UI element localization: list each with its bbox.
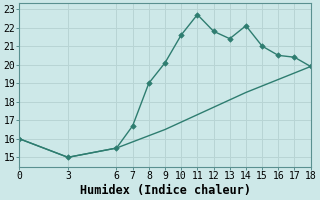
X-axis label: Humidex (Indice chaleur): Humidex (Indice chaleur)	[80, 184, 251, 197]
